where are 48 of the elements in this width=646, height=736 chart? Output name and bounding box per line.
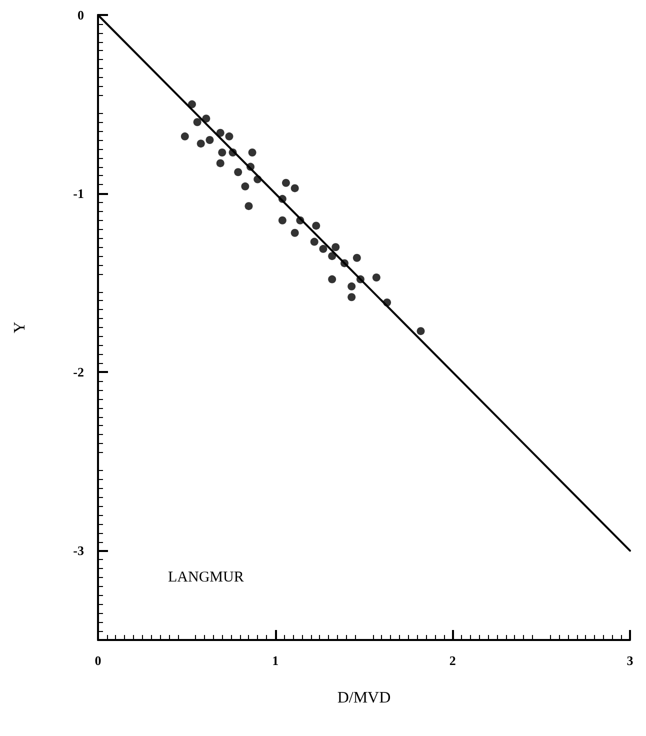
point	[416, 327, 425, 336]
point	[319, 244, 328, 253]
point	[340, 259, 348, 268]
x-tick-label: 2	[449, 653, 456, 668]
y-tick-label: -1	[73, 186, 84, 202]
point	[193, 118, 202, 126]
point	[310, 238, 318, 246]
point	[216, 159, 224, 168]
point	[225, 132, 234, 140]
y-tick-label: -2	[73, 364, 84, 380]
point	[282, 178, 290, 187]
point	[332, 243, 340, 252]
point	[352, 254, 361, 262]
point	[202, 114, 210, 123]
annotation: LANGMUR	[168, 570, 244, 586]
point	[278, 216, 286, 224]
point	[348, 282, 356, 290]
point	[290, 228, 299, 237]
point	[228, 148, 237, 156]
point	[216, 128, 224, 137]
x-tick-label: 1	[272, 653, 279, 668]
y-tick-label: 0	[78, 8, 84, 22]
point	[246, 162, 255, 171]
point	[372, 274, 380, 282]
point	[218, 148, 226, 156]
point	[348, 293, 356, 302]
y-axis-title: Y	[12, 321, 28, 334]
point	[241, 182, 250, 190]
point	[206, 136, 214, 144]
point	[234, 168, 242, 176]
point	[290, 184, 299, 192]
point	[296, 216, 304, 224]
point	[180, 132, 189, 140]
point	[196, 140, 205, 148]
point	[254, 175, 262, 184]
x-axis-title: D/MVD	[337, 690, 391, 706]
point	[328, 275, 336, 284]
point	[383, 298, 392, 306]
point	[188, 100, 196, 108]
point	[356, 275, 364, 284]
point	[244, 202, 253, 210]
point	[248, 148, 256, 156]
point	[312, 222, 320, 230]
x-tick-label: 3	[626, 653, 634, 668]
point	[278, 194, 286, 203]
y-tick-label: -3	[73, 543, 84, 558]
point	[328, 252, 336, 260]
x-tick-label: 0	[94, 653, 102, 668]
